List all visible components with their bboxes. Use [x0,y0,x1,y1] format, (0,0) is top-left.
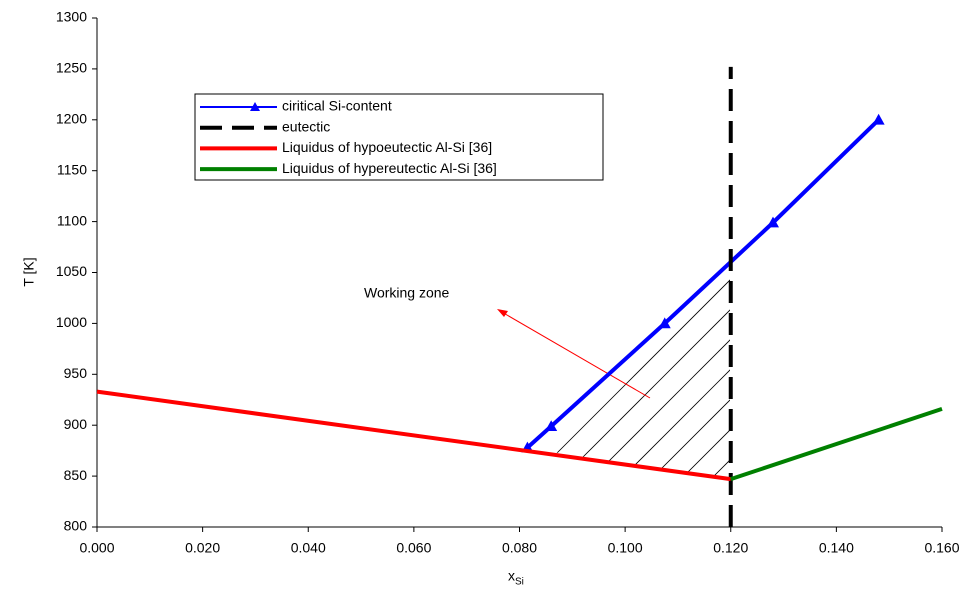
arrow [499,310,651,399]
legend-label: Liquidus of hypereutectic Al-Si [36] [282,160,497,176]
y-tick-label: 800 [64,518,88,534]
legend [194,93,604,181]
series-line [96,389,732,482]
x-axis-title-sub: Si [515,577,524,588]
x-tick-label: 0.080 [502,540,537,556]
annotation: Working zone [364,285,450,301]
marker [658,317,671,329]
y-tick-label: 1300 [56,9,87,25]
x-tick-label: 0.060 [396,540,431,556]
y-tick-label: 1100 [57,212,87,228]
legend-marker [250,102,260,111]
x-tick-label: 0.140 [819,540,854,556]
legend-label: ciritical Si-content [282,98,392,114]
marker [767,216,779,228]
y-tick-label: 1150 [57,161,87,177]
y-tick-label: 1200 [56,111,87,127]
x-tick-label: 0.100 [608,540,643,556]
x-tick-label: 0.000 [79,540,114,556]
y-tick-label: 900 [64,416,88,432]
x-axis-title: x [508,568,515,584]
y-axis-title: T [K] [21,257,37,286]
marker [872,113,885,125]
y-tick-label: 1250 [56,60,87,76]
y-tick-label: 1050 [56,263,87,279]
x-tick-label: 0.040 [291,540,326,556]
x-tick-label: 0.020 [185,540,220,556]
series-line [730,407,943,482]
x-tick-label: 0.160 [924,540,959,556]
x-tick-label: 0.120 [713,540,748,556]
y-tick-label: 1000 [56,314,87,330]
y-tick-label: 850 [64,467,88,483]
legend-label: Liquidus of hypoeutectic Al-Si [36] [282,139,492,155]
legend-label: eutectic [282,118,330,134]
y-tick-label: 950 [64,365,88,381]
marker [545,420,558,432]
arrow-head [497,309,508,317]
hatch [527,262,730,480]
